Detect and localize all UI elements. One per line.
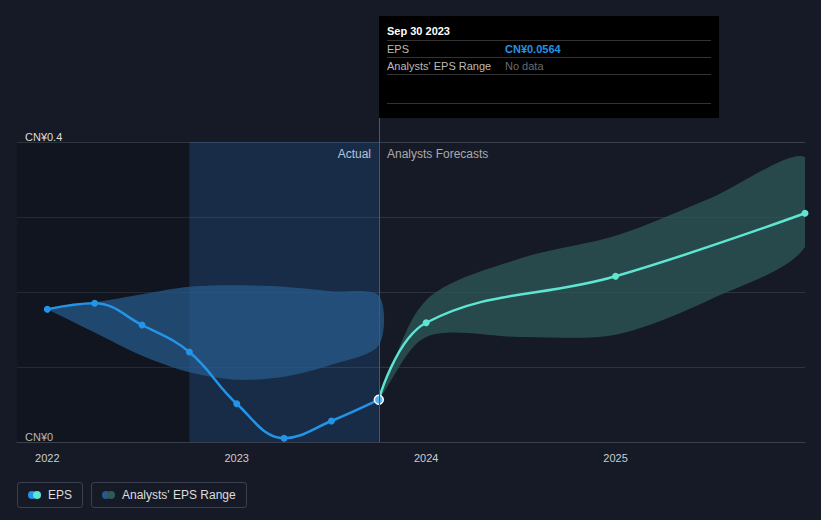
svg-text:2025: 2025 <box>603 452 627 464</box>
html-text:EPS: EPS <box>48 488 72 502</box>
svg-text:2023: 2023 <box>224 452 248 464</box>
html-text:Analysts' EPS Range: Analysts' EPS Range <box>122 488 236 502</box>
html-text:Analysts' EPS Range: Analysts' EPS Range <box>387 60 492 72</box>
html-text:Sep 30 2023: Sep 30 2023 <box>387 25 450 37</box>
html-text:No data: No data <box>505 60 544 72</box>
svg-text:2024: 2024 <box>414 452 438 464</box>
html-text:EPS: EPS <box>387 43 409 55</box>
svg-text:CN¥0.4: CN¥0.4 <box>25 131 62 143</box>
svg-text:Analysts Forecasts: Analysts Forecasts <box>387 147 488 161</box>
html-text:CN¥0.0564: CN¥0.0564 <box>505 43 561 55</box>
svg-text:2022: 2022 <box>35 452 59 464</box>
